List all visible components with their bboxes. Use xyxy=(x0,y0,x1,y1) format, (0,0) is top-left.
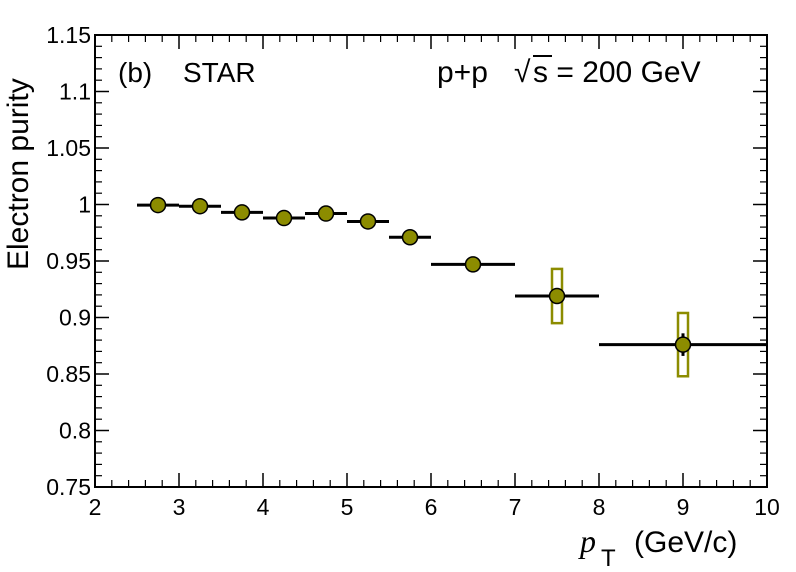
y-tick-label: 0.95 xyxy=(46,248,91,274)
panel-label: (b) xyxy=(118,57,152,88)
x-tick-label: 4 xyxy=(257,494,270,520)
y-tick-label: 1.05 xyxy=(46,135,91,161)
data-point xyxy=(149,196,167,214)
x-tick-label: 2 xyxy=(89,494,102,520)
data-point xyxy=(275,209,293,227)
x-tick-label: 10 xyxy=(754,494,780,520)
data-point xyxy=(464,256,482,273)
x-axis-title: (GeV/c) xyxy=(634,526,737,559)
y-axis-title: Electron purity xyxy=(2,78,35,270)
x-tick-label: 6 xyxy=(425,494,438,520)
system-label: p+p xyxy=(437,56,488,89)
x-tick-label: 8 xyxy=(593,494,606,520)
experiment-label: STAR xyxy=(183,57,256,88)
data-point xyxy=(674,336,692,353)
plot-frame xyxy=(94,34,768,488)
sqrt-symbol: √ xyxy=(514,56,531,89)
x-axis-symbol: p xyxy=(578,523,596,559)
x-tick-label: 3 xyxy=(173,494,186,520)
data-point xyxy=(401,229,419,246)
y-tick-label: 1 xyxy=(78,192,91,218)
y-tick-label: 0.9 xyxy=(59,305,91,331)
energy-label: s = 200 GeV xyxy=(533,56,701,89)
x-axis-subscript: T xyxy=(601,545,616,572)
x-tick-label: 7 xyxy=(509,494,522,520)
data-point xyxy=(233,204,251,221)
y-tick-label: 1.1 xyxy=(59,79,91,105)
y-tick-label: 1.15 xyxy=(46,22,91,48)
data-point xyxy=(317,205,335,222)
data-point xyxy=(359,213,377,230)
data-point xyxy=(191,197,209,215)
y-tick-label: 0.75 xyxy=(46,474,91,500)
x-tick-label: 5 xyxy=(341,494,354,520)
x-tick-label: 9 xyxy=(677,494,690,520)
data-point xyxy=(548,287,566,305)
y-tick-label: 0.85 xyxy=(46,361,91,387)
y-tick-label: 0.8 xyxy=(59,418,91,444)
